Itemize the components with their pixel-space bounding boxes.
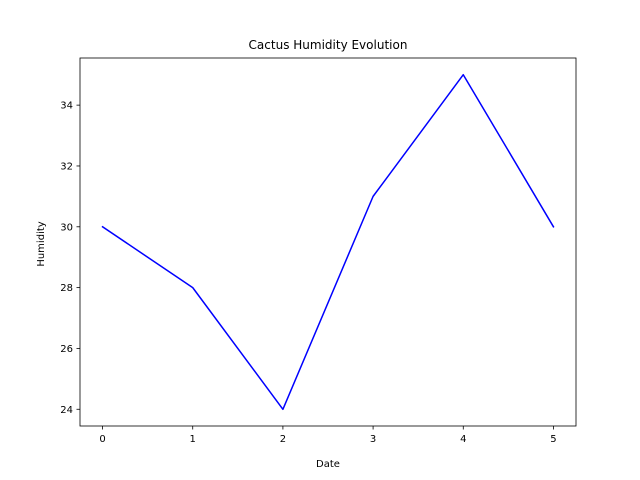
plot-area — [101, 73, 555, 411]
chart-title: Cactus Humidity Evolution — [249, 38, 408, 52]
y-tick-label: 26 — [60, 344, 73, 355]
x-tick-label: 4 — [460, 434, 466, 445]
plot-frame — [79, 57, 577, 427]
y-axis-label: Humidity — [36, 221, 47, 266]
x-tick-label: 0 — [99, 434, 105, 445]
y-axis-ticks: 24 26 28 30 32 34 — [60, 101, 80, 416]
x-tick-label: 1 — [190, 434, 196, 445]
series-line-0 — [101, 73, 555, 411]
y-tick-label: 24 — [60, 405, 73, 416]
y-tick-label: 34 — [60, 101, 73, 112]
y-tick-label: 32 — [60, 161, 73, 172]
x-axis-ticks: 0 1 2 3 4 5 — [99, 426, 557, 445]
x-tick-label: 5 — [550, 434, 556, 445]
x-tick-label: 2 — [280, 434, 286, 445]
x-axis-label: Date — [316, 459, 340, 470]
y-tick-label: 30 — [60, 222, 73, 233]
y-tick-label: 28 — [60, 283, 73, 294]
x-tick-label: 3 — [370, 434, 376, 445]
